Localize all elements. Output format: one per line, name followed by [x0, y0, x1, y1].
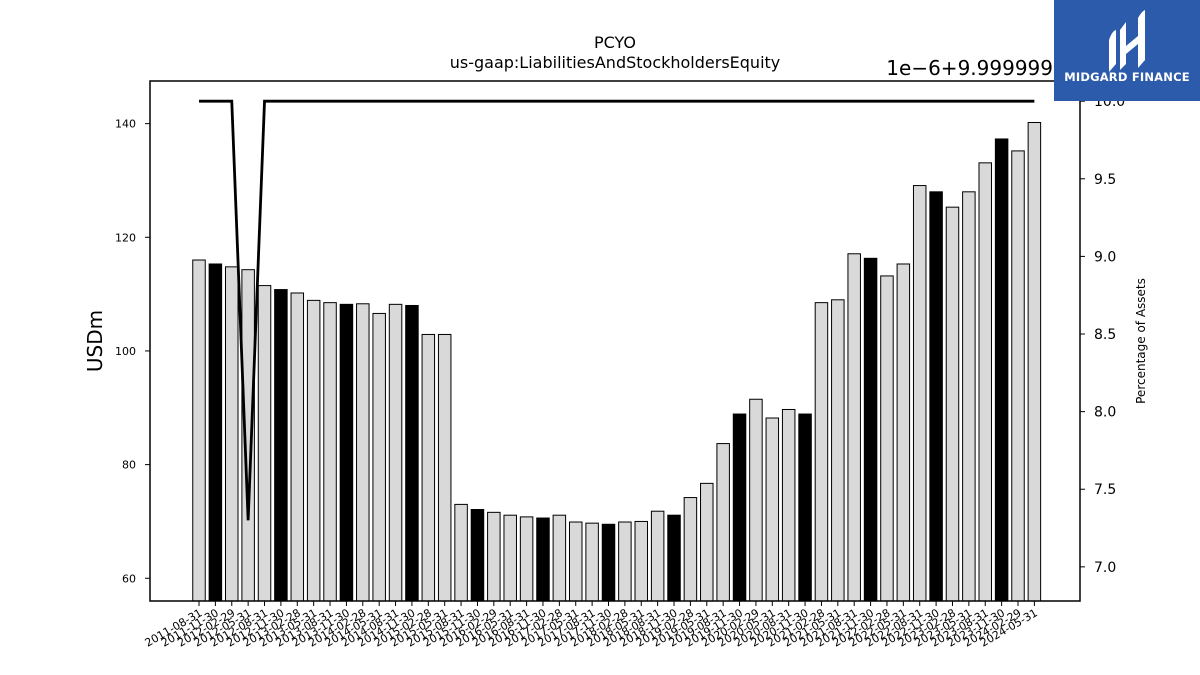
bar-2022-08-31 — [912, 185, 927, 602]
bar-2016-02-29 — [487, 511, 501, 602]
bar-2024-02-29 — [1011, 150, 1025, 602]
chart-subtitle: us-gaap:LiabilitiesAndStockholdersEquity — [450, 53, 781, 72]
bar-2017-08-31 — [585, 522, 599, 602]
bar-2012-02-29 — [225, 266, 239, 602]
bar-2019-02-28 — [683, 497, 698, 602]
chart-title: PCYO — [594, 33, 636, 52]
bars-group — [192, 121, 1042, 602]
y2-ticks: 7.07.58.08.59.09.510.0 — [1080, 94, 1125, 576]
bar-2022-05-31 — [896, 263, 911, 602]
bar-2023-08-31 — [978, 162, 992, 602]
bar-2017-11-30 — [601, 523, 616, 602]
bar-2013-05-31 — [306, 299, 321, 602]
y2-tick-label: 8.5 — [1094, 327, 1116, 343]
y-tick-label: 120 — [115, 231, 136, 244]
bar-2012-08-31 — [257, 285, 272, 602]
bar-2023-11-30 — [994, 138, 1009, 602]
y-ticks: 60 80 100 120 140 — [115, 118, 150, 585]
y2-offset-label: 1e−6+9.999999 — [886, 56, 1053, 80]
y-axis-label: USDm — [83, 310, 107, 372]
x-ticks: 2011-08-312011-11-302012-02-292012-05-31… — [143, 601, 1040, 650]
brand-logo: MIDGARD FINANCE — [1054, 0, 1200, 101]
brand-name: MIDGARD FINANCE — [1064, 70, 1190, 84]
bar-2013-11-30 — [339, 303, 354, 602]
line-group — [199, 99, 1035, 521]
bar-2015-11-30 — [470, 509, 485, 602]
bar-2011-11-30 — [208, 263, 223, 602]
y2-tick-label: 7.5 — [1094, 482, 1116, 498]
bar-2015-08-31 — [454, 503, 468, 602]
bar-2016-08-31 — [519, 516, 534, 602]
bar-2016-11-30 — [536, 517, 550, 602]
y2-tick-label: 8.0 — [1094, 405, 1116, 421]
percentage-line — [199, 99, 1035, 521]
bar-2014-02-28 — [356, 303, 370, 602]
bar-2024-05-31 — [1027, 121, 1042, 602]
bar-2017-02-28 — [552, 514, 567, 602]
logo-mark-icon — [1109, 10, 1145, 72]
bar-2023-05-31 — [962, 191, 976, 602]
bar-2018-02-28 — [618, 521, 632, 602]
y-tick-label: 100 — [115, 345, 136, 358]
bar-2021-02-28 — [814, 302, 829, 602]
y2-axis-label: Percentage of Assets — [1134, 278, 1148, 404]
bar-2020-08-31 — [781, 408, 796, 602]
bar-2014-11-30 — [405, 304, 419, 602]
bar-2021-11-30 — [863, 257, 878, 602]
bar-2015-02-28 — [421, 333, 436, 602]
bar-2022-02-28 — [880, 275, 894, 602]
bar-2014-05-31 — [372, 312, 386, 602]
y2-tick-label: 9.5 — [1094, 172, 1116, 188]
bar-2023-02-28 — [945, 206, 960, 602]
y-tick-label: 60 — [122, 572, 136, 585]
bar-2021-05-31 — [831, 299, 845, 602]
bar-2013-02-28 — [290, 292, 305, 602]
bar-2018-08-31 — [650, 510, 665, 602]
y2-tick-label: 7.0 — [1094, 560, 1116, 576]
bar-2011-08-31 — [192, 259, 206, 602]
bar-2014-08-31 — [388, 303, 403, 602]
bar-2019-11-30 — [732, 413, 747, 602]
y-tick-label: 80 — [122, 459, 136, 472]
bar-2012-11-30 — [274, 289, 288, 602]
bar-2015-05-31 — [437, 333, 452, 602]
bar-2021-08-31 — [847, 253, 861, 602]
bar-2017-05-31 — [568, 521, 583, 602]
bar-2013-08-31 — [323, 302, 337, 602]
bar-2016-05-31 — [503, 514, 517, 602]
plot-frame — [149, 80, 1081, 602]
bar-2018-11-30 — [667, 514, 681, 602]
bar-2020-05-31 — [765, 417, 780, 602]
bar-2018-05-31 — [634, 520, 649, 602]
bar-2020-02-29 — [749, 398, 763, 602]
y2-tick-label: 9.0 — [1094, 249, 1116, 265]
bar-2020-11-30 — [798, 413, 812, 602]
bar-2019-05-31 — [700, 482, 714, 602]
bar-2019-08-31 — [716, 443, 730, 602]
bar-2022-11-30 — [929, 191, 943, 602]
y-tick-label: 140 — [115, 118, 136, 131]
